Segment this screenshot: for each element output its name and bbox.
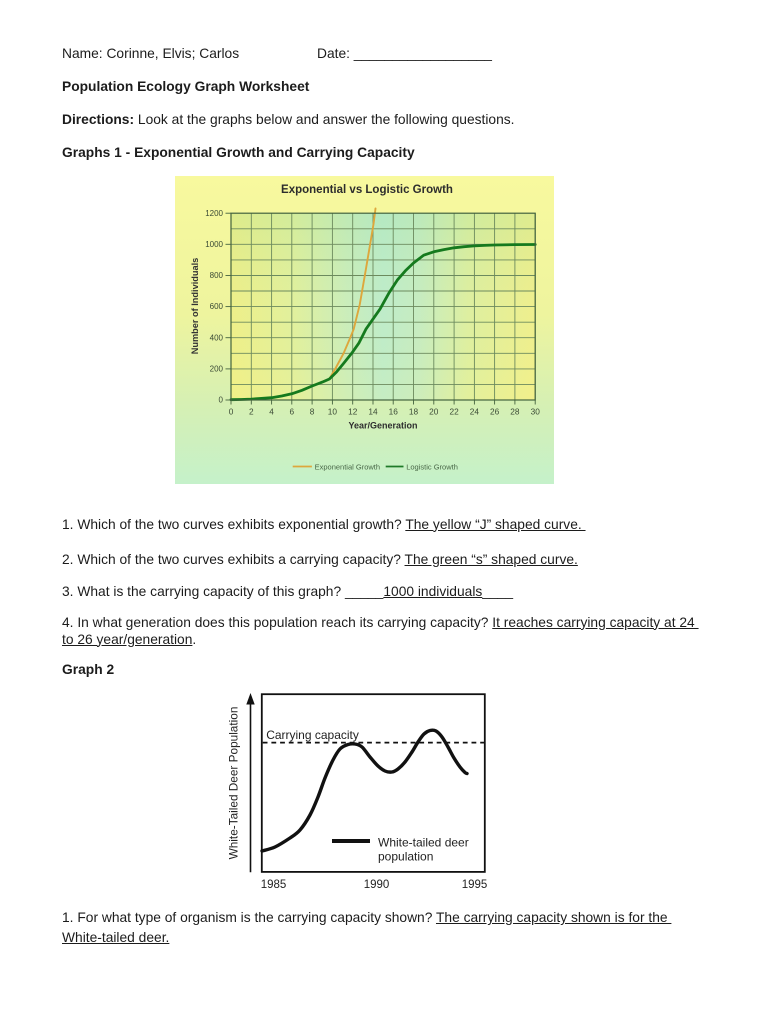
svg-text:10: 10 bbox=[328, 407, 338, 417]
svg-text:16: 16 bbox=[389, 407, 399, 417]
svg-text:1200: 1200 bbox=[205, 209, 223, 218]
svg-text:600: 600 bbox=[210, 302, 224, 311]
svg-text:4: 4 bbox=[269, 407, 274, 417]
svg-text:Carrying capacity: Carrying capacity bbox=[266, 728, 359, 742]
svg-text:2: 2 bbox=[249, 407, 254, 417]
svg-text:Exponential Growth: Exponential Growth bbox=[315, 462, 380, 471]
svg-text:population: population bbox=[378, 850, 433, 864]
svg-text:8: 8 bbox=[310, 407, 315, 417]
svg-text:6: 6 bbox=[289, 407, 294, 417]
svg-text:Number of Individuals: Number of Individuals bbox=[190, 258, 200, 354]
svg-text:1990: 1990 bbox=[364, 879, 390, 891]
svg-text:30: 30 bbox=[531, 407, 541, 417]
svg-text:18: 18 bbox=[409, 407, 419, 417]
svg-text:14: 14 bbox=[368, 407, 378, 417]
svg-text:200: 200 bbox=[210, 365, 224, 374]
svg-text:26: 26 bbox=[490, 407, 500, 417]
svg-text:1985: 1985 bbox=[261, 879, 287, 891]
svg-text:1995: 1995 bbox=[462, 879, 488, 891]
svg-text:28: 28 bbox=[510, 407, 520, 417]
svg-text:0: 0 bbox=[219, 396, 224, 405]
svg-text:400: 400 bbox=[210, 333, 224, 342]
svg-text:0: 0 bbox=[229, 407, 234, 417]
svg-text:24: 24 bbox=[470, 407, 480, 417]
svg-text:White-tailed deer: White-tailed deer bbox=[378, 836, 469, 850]
svg-text:20: 20 bbox=[429, 407, 439, 417]
svg-text:White-Tailed Deer Population: White-Tailed Deer Population bbox=[227, 707, 241, 860]
svg-text:1000: 1000 bbox=[205, 240, 223, 249]
svg-text:Year/Generation: Year/Generation bbox=[348, 421, 417, 431]
svg-text:800: 800 bbox=[210, 271, 224, 280]
svg-text:12: 12 bbox=[348, 407, 358, 417]
svg-text:22: 22 bbox=[449, 407, 459, 417]
svg-text:Exponential vs Logistic Growth: Exponential vs Logistic Growth bbox=[281, 184, 453, 196]
svg-text:Logistic Growth: Logistic Growth bbox=[406, 462, 458, 471]
